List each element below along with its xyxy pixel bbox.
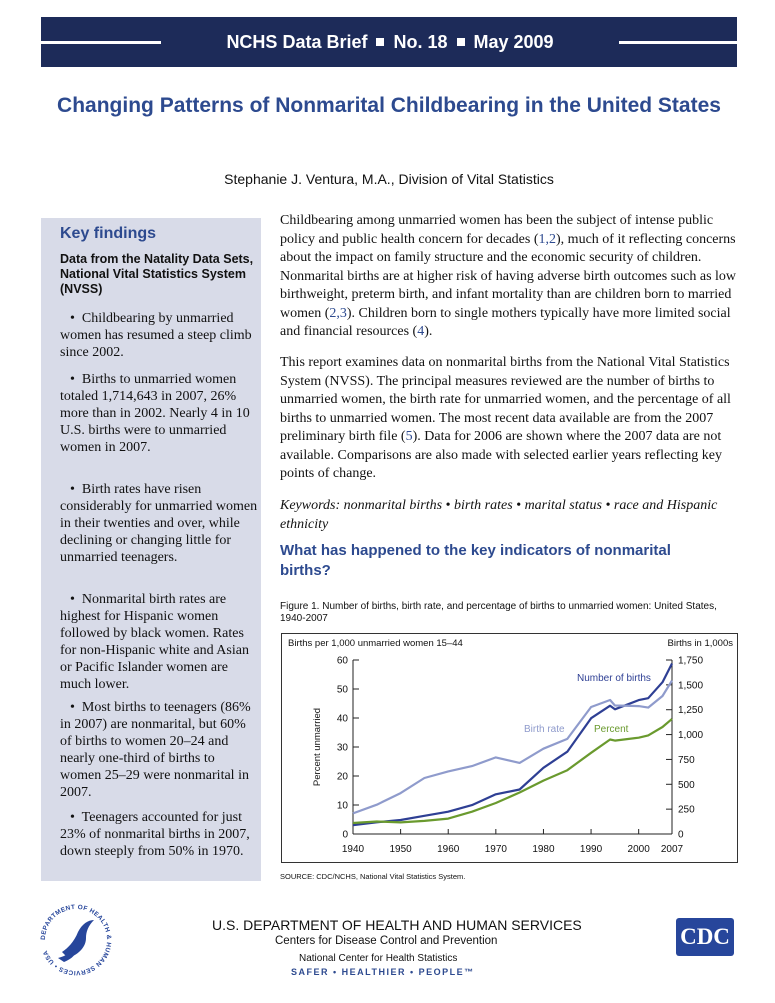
x-tick-label: 2000 bbox=[628, 844, 651, 855]
key-findings-sidebar: Key findings Data from the Natality Data… bbox=[41, 218, 261, 881]
x-tick-label: 1950 bbox=[389, 844, 412, 855]
y-tick-label-right: 1,250 bbox=[678, 705, 703, 716]
banner-number: No. 18 bbox=[393, 32, 448, 52]
finding-item: • Most births to teenagers (86% in 2007)… bbox=[60, 700, 251, 800]
banner-date: May 2009 bbox=[473, 32, 554, 52]
y-tick-label-left: 0 bbox=[342, 830, 348, 841]
data-paragraph: This report examines data on nonmarital … bbox=[280, 355, 731, 481]
finding-text: Teenagers accounted for just 23% of nonm… bbox=[60, 810, 250, 859]
y-tick-label-left: 60 bbox=[337, 656, 349, 667]
line-chart: Births per 1,000 unmarried women 15–44 Bi… bbox=[288, 638, 734, 855]
finding-text: Birth rates have risen considerably for … bbox=[60, 482, 258, 565]
banner-rule-right bbox=[619, 41, 737, 44]
series-label: Number of births bbox=[577, 673, 651, 684]
reference-link[interactable]: 4 bbox=[417, 324, 425, 339]
banner-text: NCHS Data Brief No. 18 May 2009 bbox=[161, 17, 619, 67]
figure-chart: Births per 1,000 unmarried women 15–44 Bi… bbox=[281, 633, 738, 863]
square-bullet-icon bbox=[456, 38, 465, 47]
key-findings-heading: Key findings bbox=[60, 225, 157, 242]
finding-text: Births to unmarried women totaled 1,714,… bbox=[60, 372, 250, 455]
author-line: Stephanie J. Ventura, M.A., Division of … bbox=[224, 171, 554, 187]
finding-text: Most births to teenagers (86% in 2007) a… bbox=[60, 700, 251, 800]
series-line bbox=[352, 663, 673, 827]
series-line bbox=[352, 680, 673, 815]
reference-link[interactable]: 1,2 bbox=[538, 231, 557, 247]
y-tick-label-right: 1,750 bbox=[678, 656, 703, 667]
y-tick-label-left: 40 bbox=[337, 714, 349, 725]
y-tick-label-right: 1,500 bbox=[678, 680, 703, 691]
finding-item: • Teenagers accounted for just 23% of no… bbox=[60, 810, 250, 859]
y-tick-label-right: 250 bbox=[678, 805, 695, 816]
series-label: Birth rate bbox=[524, 724, 565, 735]
footer-tagline: SAFER • HEALTHIER • PEOPLE™ bbox=[291, 967, 475, 977]
y-tick-label-left: 20 bbox=[337, 772, 349, 783]
finding-item: • Nonmarital birth rates are highest for… bbox=[60, 592, 249, 692]
reference-link[interactable]: 5 bbox=[405, 429, 413, 444]
hhs-seal-icon: DEPARTMENT OF HEALTH & HUMAN SERVICES • … bbox=[40, 904, 112, 976]
finding-text: Nonmarital birth rates are highest for H… bbox=[60, 592, 249, 692]
finding-item: • Births to unmarried women totaled 1,71… bbox=[60, 372, 250, 455]
footer-center: National Center for Health Statistics bbox=[299, 953, 458, 964]
y-tick-label-right: 0 bbox=[678, 830, 684, 841]
footer-department: U.S. DEPARTMENT OF HEALTH AND HUMAN SERV… bbox=[212, 917, 582, 933]
finding-text: Childbearing by unmarried women has resu… bbox=[60, 311, 252, 360]
banner-series: NCHS Data Brief bbox=[226, 32, 368, 52]
finding-item: • Birth rates have risen considerably fo… bbox=[60, 482, 258, 565]
left-axis-title: Births per 1,000 unmarried women 15–44 bbox=[288, 638, 463, 649]
x-tick-label: 1940 bbox=[342, 844, 365, 855]
series-line bbox=[352, 718, 673, 825]
figure-caption: Figure 1. Number of births, birth rate, … bbox=[280, 601, 717, 624]
section-heading: What has happened to the key indicators … bbox=[280, 542, 671, 579]
page-title: Changing Patterns of Nonmarital Childbea… bbox=[57, 94, 721, 117]
reference-link[interactable]: 2,3 bbox=[329, 305, 347, 321]
banner-rule-left bbox=[41, 41, 161, 44]
square-bullet-icon bbox=[376, 38, 385, 47]
intro-paragraph: Childbearing among unmarried women has b… bbox=[280, 213, 737, 339]
x-tick-label: 1970 bbox=[485, 844, 508, 855]
y-tick-label-left: 30 bbox=[337, 743, 349, 754]
y-tick-label-left: 50 bbox=[337, 685, 349, 696]
y-tick-label-left: 10 bbox=[337, 801, 349, 812]
right-axis-title: Births in 1,000s bbox=[668, 638, 734, 649]
finding-item: • Childbearing by unmarried women has re… bbox=[60, 311, 252, 360]
y-tick-label-right: 1,000 bbox=[678, 730, 703, 741]
x-tick-label: 1980 bbox=[532, 844, 555, 855]
y-axis-label: Percent unmarried bbox=[312, 708, 323, 786]
series-label: Percent bbox=[594, 724, 629, 735]
key-findings-source: Data from the Natality Data Sets, Nation… bbox=[60, 252, 254, 296]
y-tick-label-right: 750 bbox=[678, 755, 695, 766]
x-tick-label: 1990 bbox=[580, 844, 603, 855]
keywords: Keywords: nonmarital births • birth rate… bbox=[280, 498, 718, 532]
footer-agency: Centers for Disease Control and Preventi… bbox=[275, 935, 498, 947]
cdc-logo-icon: CDC bbox=[676, 918, 734, 956]
x-tick-label: 2007 bbox=[661, 844, 684, 855]
y-tick-label-right: 500 bbox=[678, 780, 695, 791]
x-tick-label: 1960 bbox=[437, 844, 460, 855]
figure-source: SOURCE: CDC/NCHS, National Vital Statist… bbox=[280, 872, 466, 881]
header-banner: NCHS Data Brief No. 18 May 2009 bbox=[41, 17, 737, 67]
